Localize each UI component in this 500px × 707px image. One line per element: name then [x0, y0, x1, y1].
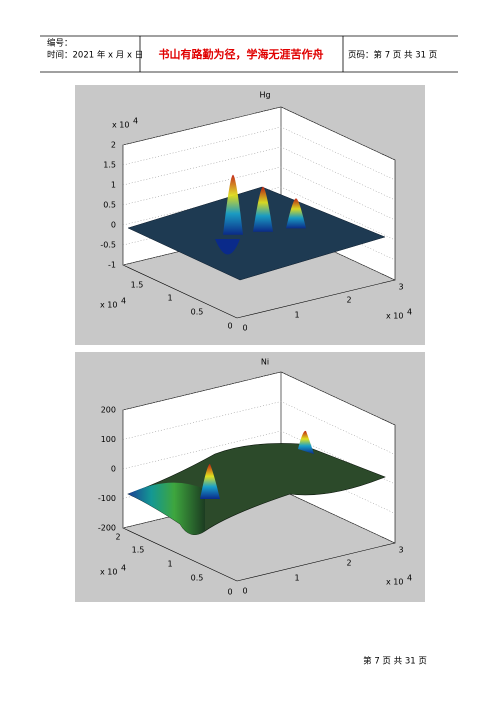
grid-line	[122, 166, 396, 221]
x-tick-label: 2	[346, 559, 351, 568]
x-tick-label: 0	[242, 587, 247, 596]
date: 时间：2021 年 x 月 x 日	[47, 50, 143, 61]
axis-line	[236, 542, 396, 582]
z-tick-label: 1	[111, 181, 116, 190]
grid-line	[122, 106, 396, 161]
surface-dip	[215, 239, 240, 255]
axis-exponent: x 10	[386, 578, 403, 587]
y-tick-label: 1	[167, 560, 172, 569]
z-tick-label: 1.5	[103, 161, 116, 170]
z-tick-label: 0	[111, 465, 116, 474]
y-tick-label: 1.5	[132, 546, 145, 555]
surface-peak	[286, 198, 306, 229]
grid-line	[122, 371, 396, 426]
z-tick-label: -100	[98, 494, 116, 503]
x-tick-label: 1	[294, 311, 299, 320]
z-tick-label: -0.5	[100, 241, 116, 250]
axis-exponent: x 10	[100, 301, 117, 310]
x-tick-label: 2	[346, 296, 351, 305]
z-tick-label: 100	[101, 435, 116, 444]
axis-exponent-power: 4	[121, 564, 126, 573]
axis-line	[122, 527, 238, 582]
x-tick-label: 3	[398, 546, 403, 555]
surface-peak	[200, 464, 220, 499]
footer: 第 7 页 共 31 页	[363, 656, 427, 667]
axis-exponent: x 10	[112, 121, 129, 130]
y-tick-label: 1.5	[131, 281, 144, 290]
grid-line	[122, 126, 396, 181]
x-tick-label: 0	[242, 324, 247, 333]
y-tick-label: 0.5	[191, 574, 204, 583]
grid-line	[122, 186, 396, 241]
axis-exponent: x 10	[386, 312, 403, 321]
page-info: 页码：第 7 页 共 31 页	[348, 50, 437, 61]
surface-front	[128, 482, 205, 535]
z-tick-label: -1	[108, 261, 116, 270]
grid-line	[122, 401, 396, 455]
surface-peak	[298, 430, 314, 454]
y-tick-label: 0	[227, 588, 232, 597]
z-tick-label: 200	[101, 406, 116, 415]
z-tick-label: 2	[111, 141, 116, 150]
z-tick-label: -200	[98, 524, 116, 533]
axis-exponent-power: 4	[407, 574, 412, 583]
z-tick-label: 0	[111, 221, 116, 230]
axis-line	[122, 264, 238, 319]
z-tick-label: 0.5	[103, 201, 116, 210]
x-tick-label: 1	[294, 574, 299, 583]
y-tick-label: 0.5	[191, 308, 204, 317]
x-tick-label: 3	[398, 283, 403, 292]
surface	[127, 186, 386, 281]
motto: 书山有路勤为径，学海无涯苦作舟	[159, 47, 324, 61]
y-tick-label: 2	[115, 533, 120, 542]
axis-exponent-power: 4	[133, 117, 138, 126]
figure-title: Ni	[261, 358, 269, 367]
y-tick-label: 1	[167, 294, 172, 303]
number-label: 编号：	[47, 38, 73, 49]
axis-exponent-power: 4	[121, 297, 126, 306]
grid-line	[122, 146, 396, 201]
axis-exponent-power: 4	[407, 308, 412, 317]
axis-line	[236, 279, 396, 319]
axis-exponent: x 10	[100, 568, 117, 577]
surface-peak	[253, 186, 273, 232]
y-tick-label: 0	[227, 322, 232, 331]
figure-title: Hg	[259, 91, 270, 100]
surface-peak	[223, 174, 243, 235]
